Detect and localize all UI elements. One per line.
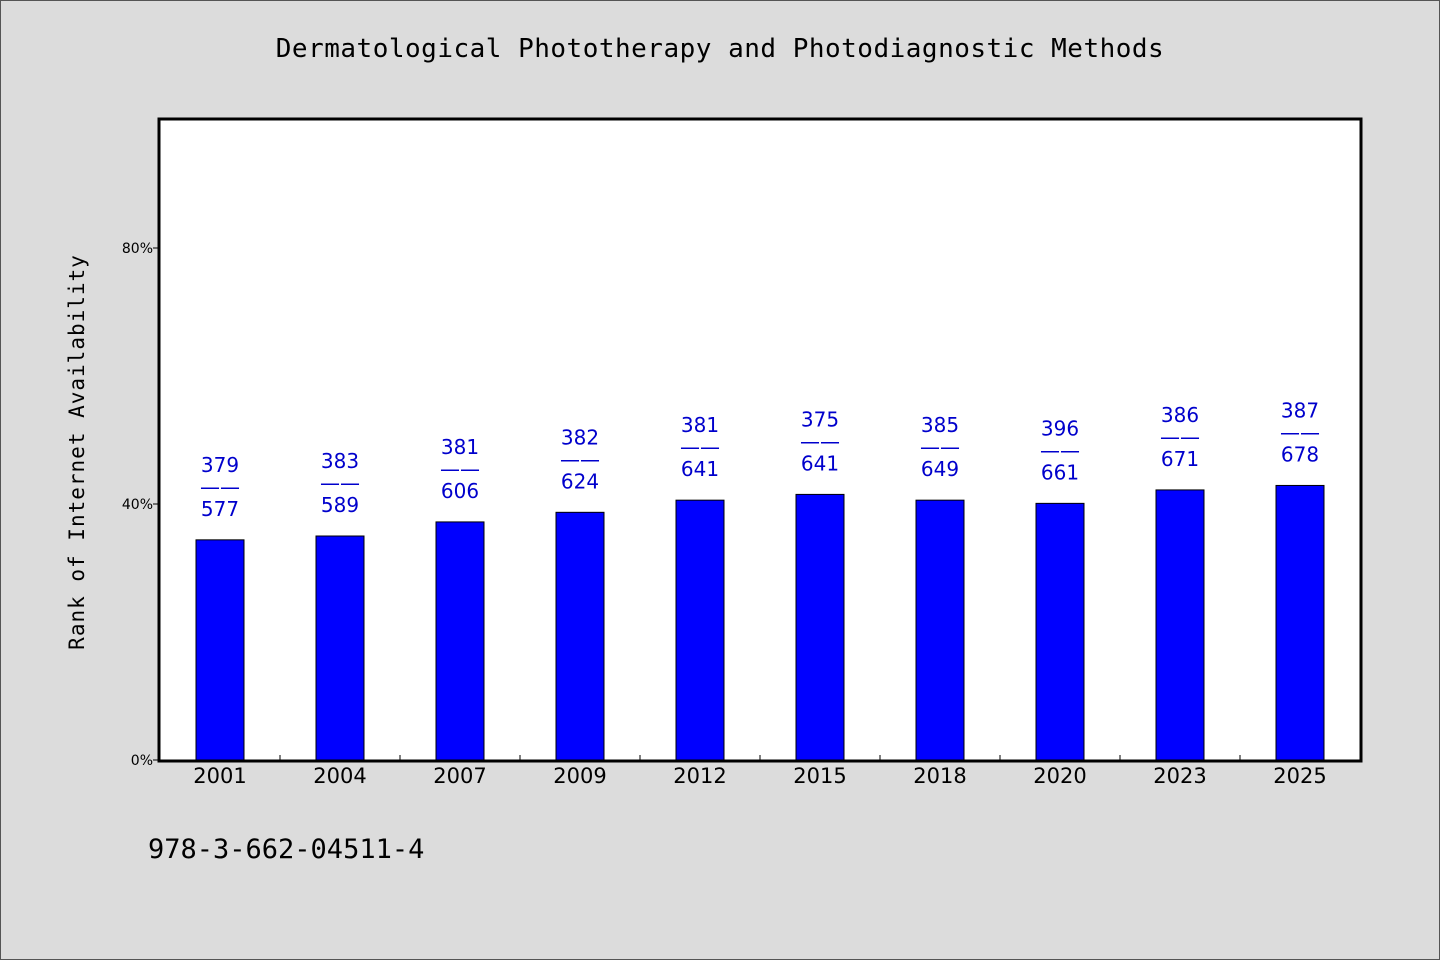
data-label-numerator: 387	[1281, 398, 1319, 422]
data-labels-layer: 379——577383——589381——606382——624381——641…	[200, 398, 1320, 520]
x-tick-label: 2015	[793, 764, 846, 788]
chart-title: Dermatological Phototherapy and Photodia…	[275, 34, 1165, 64]
bar-2015	[795, 493, 845, 761]
bar-2023	[1155, 489, 1205, 761]
bar-2018	[915, 499, 965, 761]
data-label-denominator: 661	[1041, 460, 1079, 484]
bar-2012	[675, 499, 725, 761]
x-axis: 2001 2004 2007 2009 2012 2015 2018 2020 2023 2025	[193, 755, 1327, 788]
data-label-denominator: 589	[321, 493, 359, 517]
y-tick-label: 40%	[122, 497, 153, 513]
x-tick-label: 2001	[193, 764, 246, 788]
data-label-denominator: 577	[201, 497, 239, 521]
data-label-denominator: 678	[1281, 442, 1319, 466]
isbn-text: 978-3-662-04511-4	[148, 834, 425, 865]
y-tick-label: 0%	[131, 753, 153, 769]
data-label-denominator: 649	[921, 457, 959, 481]
data-label-separator: ——	[800, 429, 840, 453]
data-label-numerator: 375	[801, 407, 839, 431]
data-label-numerator: 385	[921, 413, 959, 437]
y-axis: 0% 40% 80%	[122, 241, 159, 769]
data-label-denominator: 671	[1161, 447, 1199, 471]
bar-2025	[1275, 484, 1325, 761]
x-tick-label: 2012	[673, 764, 726, 788]
bar-2020	[1035, 502, 1085, 761]
bar-2009	[555, 511, 605, 761]
bar-2004	[315, 535, 365, 761]
x-tick-label: 2018	[913, 764, 966, 788]
data-label-separator: ——	[440, 457, 480, 481]
x-tick-label: 2023	[1153, 764, 1206, 788]
data-label-numerator: 396	[1041, 416, 1079, 440]
y-tick-label: 80%	[122, 241, 153, 257]
data-label-denominator: 641	[681, 457, 719, 481]
data-label-numerator: 381	[441, 435, 479, 459]
data-label-separator: ——	[680, 435, 720, 459]
data-label-numerator: 383	[321, 449, 359, 473]
data-label-denominator: 606	[441, 479, 479, 503]
data-label-separator: ——	[560, 447, 600, 471]
x-tick-label: 2007	[433, 764, 486, 788]
data-label-numerator: 386	[1161, 403, 1199, 427]
data-label-denominator: 641	[801, 451, 839, 475]
x-tick-label: 2004	[313, 764, 366, 788]
data-label-numerator: 379	[201, 453, 239, 477]
data-label-separator: ——	[200, 475, 240, 499]
bar-2001	[195, 539, 245, 761]
x-tick-label: 2009	[553, 764, 606, 788]
bar-2007	[435, 521, 485, 761]
data-label-separator: ——	[1040, 438, 1080, 462]
data-label-separator: ——	[920, 435, 960, 459]
data-label-numerator: 381	[681, 413, 719, 437]
data-label-numerator: 382	[561, 425, 599, 449]
data-label-separator: ——	[320, 471, 360, 495]
bars-layer	[195, 484, 1325, 761]
x-tick-label: 2025	[1273, 764, 1326, 788]
data-label-separator: ——	[1160, 425, 1200, 449]
data-label-separator: ——	[1280, 420, 1320, 444]
x-tick-label: 2020	[1033, 764, 1086, 788]
data-label-denominator: 624	[561, 469, 599, 493]
